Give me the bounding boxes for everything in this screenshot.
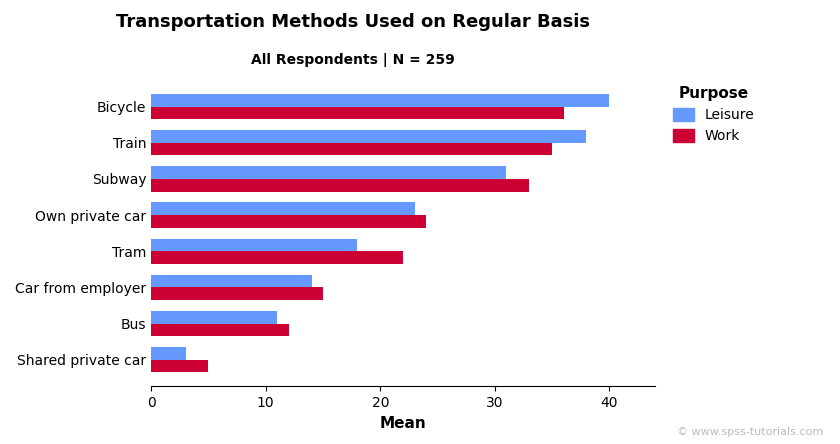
Bar [151,107,564,119]
X-axis label: Mean: Mean [380,416,427,431]
Bar [151,287,323,300]
Bar [151,347,186,360]
Bar [151,275,312,287]
Bar [151,311,277,324]
Text: © www.spss-tutorials.com: © www.spss-tutorials.com [677,427,823,437]
Bar [151,179,529,191]
Legend: Leisure, Work: Leisure, Work [667,81,760,149]
Bar [151,143,552,155]
Text: All Respondents | N = 259: All Respondents | N = 259 [251,53,454,67]
Bar [151,360,208,373]
Bar [151,238,357,251]
Bar [151,166,507,179]
Text: Transportation Methods Used on Regular Basis: Transportation Methods Used on Regular B… [116,13,590,32]
Bar [151,215,426,228]
Bar [151,251,403,264]
Bar [151,202,415,215]
Bar [151,324,289,336]
Bar [151,94,609,107]
Bar [151,130,586,143]
